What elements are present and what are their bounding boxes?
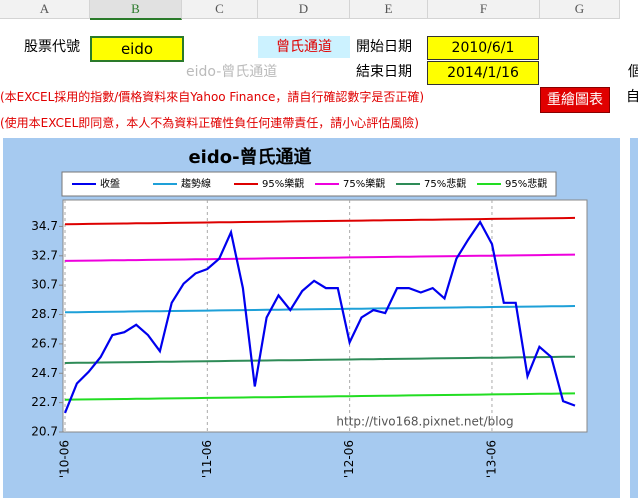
y-tick-label: 30.7 [31,278,58,292]
cell-partial: 自 [626,89,638,105]
legend-label: 75%樂觀 [343,177,385,190]
chart-area-partial [630,138,638,498]
plot-area [62,199,588,433]
chart-title: eido-曾氏通道 [188,146,311,168]
x-tick-label: '13-06 [484,440,498,478]
cell-label: 開始日期 [356,39,412,55]
end-date-cell[interactable]: 2014/1/16 [427,61,539,85]
watermark: http://tivo168.pixnet.net/blog [336,415,513,429]
x-tick-label: '12-06 [342,440,356,478]
legend-label: 收盤 [100,177,120,190]
y-tick-label: 26.7 [31,336,58,350]
x-tick-label: '11-06 [200,440,214,478]
legend-label: 75%悲觀 [424,177,466,190]
redraw-button[interactable]: 重繪圖表 [540,87,610,113]
series-line [64,355,576,364]
x-tick-label: '10-06 [58,440,72,478]
y-tick-label: 28.7 [31,307,58,321]
column-header[interactable]: A [0,0,90,19]
series-line [64,253,576,262]
series-line [64,392,576,401]
column-header[interactable]: C [182,0,258,19]
legend [61,171,557,197]
column-header[interactable]: G [540,0,620,19]
cell-label: 結束日期 [356,64,412,80]
start-date-cell[interactable]: 2010/6/1 [427,36,539,60]
column-header[interactable]: F [428,0,540,19]
y-tick-label: 34.7 [31,219,58,233]
column-header[interactable]: D [258,0,350,19]
y-tick-label: 22.7 [31,395,58,409]
stock-code-cell[interactable]: eido [90,36,184,62]
cell-partial: 個 [628,64,638,80]
y-tick-label: 32.7 [31,248,58,262]
series-line [64,216,576,226]
legend-label: 趨勢線 [181,177,211,190]
y-tick-label: 20.7 [31,425,58,439]
y-tick-label: 24.7 [31,366,58,380]
legend-label: 95%悲觀 [505,177,547,190]
note: (本EXCEL採用的指數/價格資料來自Yahoo Finance，請自行確認數字… [0,90,425,104]
note: (使用本EXCEL即同意，本人不為資料正確性負任何連帶責任，請小心評估風險) [0,116,419,130]
column-header[interactable]: E [350,0,428,19]
legend-label: 95%樂觀 [262,177,304,190]
method-cell[interactable]: 曾氏通道 [258,36,350,58]
series-line [63,219,576,414]
chart-name-cell: eido-曾氏通道 [186,64,278,80]
series-line [64,305,576,314]
cell-label: 股票代號 [24,39,80,55]
column-header[interactable]: B [90,0,182,20]
